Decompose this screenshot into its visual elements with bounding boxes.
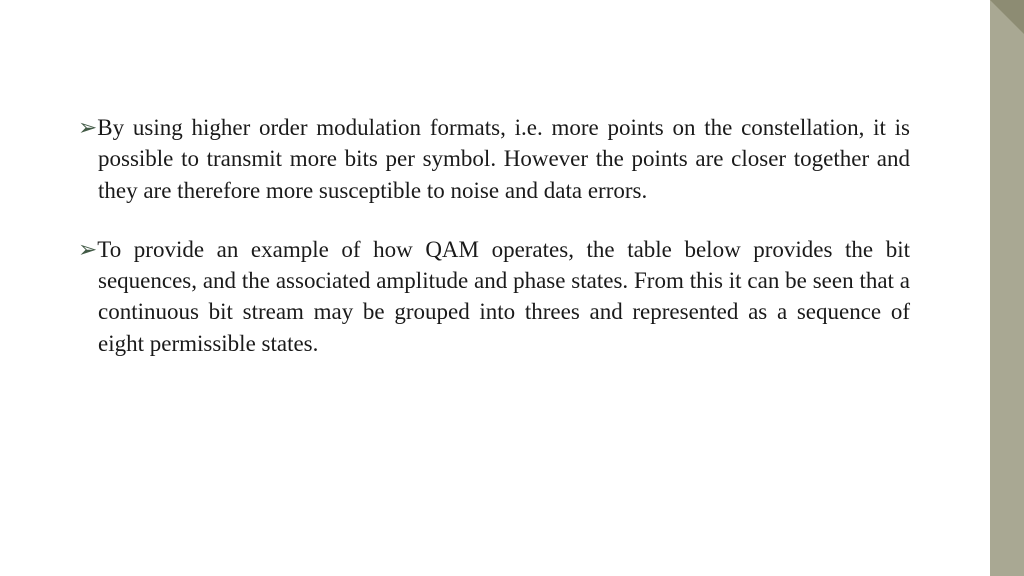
bullet-text: By using higher order modulation formats… — [97, 115, 910, 203]
slide-content: ➢By using higher order modulation format… — [78, 112, 910, 387]
bullet-item: ➢To provide an example of how QAM operat… — [78, 234, 910, 359]
bullet-text: To provide an example of how QAM operate… — [97, 237, 910, 356]
bullet-marker-icon: ➢ — [78, 236, 97, 262]
bullet-item: ➢By using higher order modulation format… — [78, 112, 910, 206]
bullet-marker-icon: ➢ — [78, 114, 97, 140]
slide-corner-fold — [990, 0, 1024, 34]
slide-sidebar — [990, 0, 1024, 576]
